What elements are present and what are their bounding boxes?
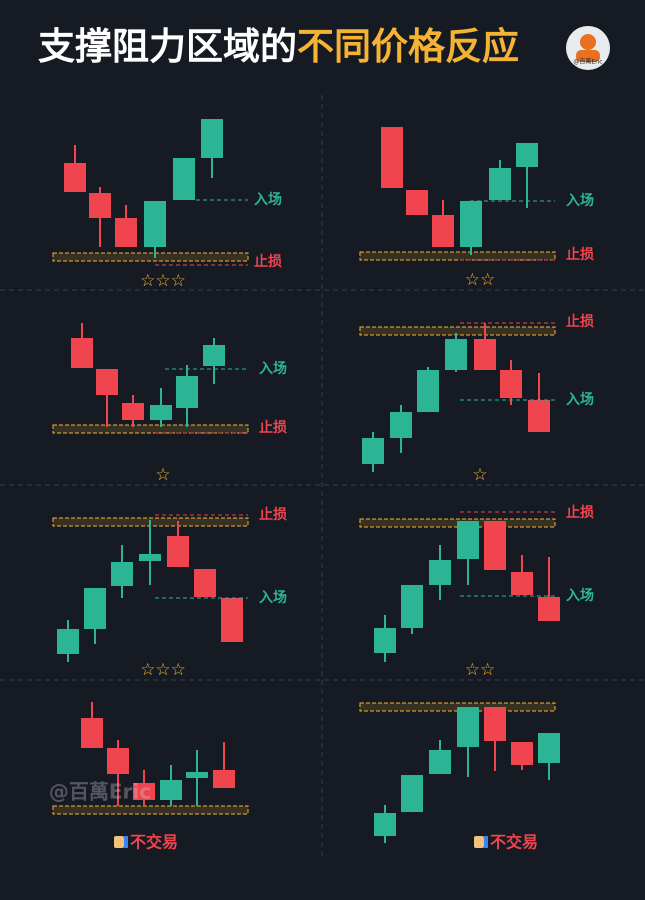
thumbs-down-cuff [484,836,488,848]
candle-body [144,201,166,247]
candle-body [500,370,522,398]
rating: ☆☆☆ [140,271,186,291]
rating: ☆☆ [465,270,495,290]
title-white: 支撑阻力区域的 [38,25,297,68]
title-gold: 不同价格反应 [297,25,519,68]
candle-body [390,412,412,438]
candle-body [84,588,106,629]
candle-body [516,143,538,167]
panel: 不交易 [359,702,560,852]
thumbs-down-icon [114,836,124,848]
entry-label: 入场 [566,193,594,209]
candle-body [484,707,506,741]
candle-body [511,572,533,595]
panels: 入场止损☆☆☆入场止损☆☆入场止损☆入场止损☆入场止损☆☆☆入场止损☆☆不交易不… [49,119,594,852]
candle-body [221,598,243,642]
watermark: @百萬Eric [49,780,151,804]
candle-body [201,119,223,158]
candle-body [71,338,93,368]
candle-body [362,438,384,464]
rating: ☆☆☆ [140,660,186,680]
avatar: @百萬Eric [566,26,610,70]
candle-body [122,403,144,420]
entry-label: 入场 [566,588,594,604]
candle-body [429,560,451,585]
verdict: 不交易 [130,833,178,852]
sr-zone [52,805,249,815]
candle-body [381,127,403,188]
candle-body [417,370,439,412]
candle-body [445,339,467,370]
candle-body [194,569,216,597]
stop-label: 止损 [566,246,594,263]
candle-body [107,748,129,774]
panel: 入场 止损 ☆☆☆ [52,506,287,680]
rating: ☆☆ [465,660,495,680]
candle-body [81,718,103,748]
candle-body [176,376,198,408]
candle-body [173,158,195,200]
candle-body [139,554,161,561]
candle-body [374,628,396,653]
candle-body [538,733,560,763]
candle-body [167,536,189,567]
candle-body [528,400,550,432]
candle-body [150,405,172,420]
candle-body [160,780,182,800]
candle-body [64,163,86,192]
candle-body [96,369,118,395]
candle-body [133,783,155,800]
sr-zone [52,252,249,262]
sr-zone [52,424,249,434]
verdict: 不交易 [490,833,538,852]
candle-body [460,201,482,247]
entry-label: 入场 [259,361,287,377]
candle-body [484,521,506,570]
stop-label: 止损 [259,419,287,436]
candle-body [89,193,111,218]
entry-label: 入场 [254,192,282,208]
entry-label: 入场 [566,392,594,408]
candle-body [203,345,225,366]
grid-dividers [0,95,645,860]
candle-body [115,218,137,247]
rating: ☆ [155,465,170,485]
stop-label: 止损 [259,506,287,523]
title: 支撑阻力区域的不同价格反应 [38,25,519,68]
candle-body [432,215,454,247]
candle-body [538,597,560,621]
candle-body [111,562,133,586]
candle-body [57,629,79,654]
panel: 入场 止损 ☆☆ [359,504,594,680]
panel: 入场 止损 ☆ [359,313,594,485]
stop-label: 止损 [566,313,594,330]
rating: ☆ [472,465,487,485]
stop-label: 止损 [566,504,594,521]
candle-body [511,742,533,765]
candle-body [406,190,428,215]
candle-body [401,585,423,628]
stop-label: 止损 [254,253,282,270]
panel: 不交易 [52,702,249,852]
candle-body [474,339,496,370]
candle-body [401,775,423,812]
candle-body [457,707,479,747]
avatar-handle: @百萬Eric [573,58,602,66]
thumbs-down-icon [474,836,484,848]
sr-zone [359,326,556,336]
candle-body [457,521,479,559]
candle-body [429,750,451,774]
candle-body [213,770,235,788]
candle-body [489,168,511,200]
entry-label: 入场 [259,590,287,606]
candle-body [186,772,208,778]
sr-zone [359,251,556,261]
candle-body [374,813,396,836]
thumbs-down-cuff [124,836,128,848]
